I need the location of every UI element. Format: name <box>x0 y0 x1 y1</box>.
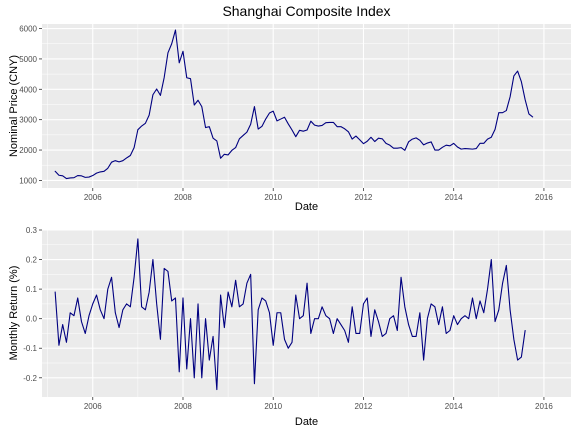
price-y-tick-label: 2000 <box>19 146 37 155</box>
return-y-tick-label: 0.2 <box>26 256 38 265</box>
return-x-tick-label: 2014 <box>445 402 463 411</box>
price-x-tick-label: 2008 <box>174 193 192 202</box>
price-y-tick-label: 1000 <box>19 176 37 185</box>
price-y-tick-label: 5000 <box>19 55 37 64</box>
price-chart: Shanghai Composite Index 1000 2000 3000 400… <box>8 3 571 213</box>
chart-title: Shanghai Composite Index <box>222 3 390 19</box>
return-y-tick-label: 0.0 <box>26 315 38 324</box>
price-y-ticks: 1000 2000 3000 4000 5000 6000 <box>19 25 42 185</box>
return-series-line <box>54 238 526 391</box>
return-x-ticks: 2006 2008 2010 2012 2014 2016 <box>84 397 553 411</box>
price-y-axis-title: Nominal Price (CNY) <box>8 55 20 157</box>
price-gridlines <box>42 24 571 188</box>
return-x-axis-title: Date <box>295 416 318 428</box>
return-y-ticks: -0.2 -0.1 0.0 0.1 0.2 0.3 <box>23 226 42 383</box>
return-x-tick-label: 2008 <box>174 402 192 411</box>
return-y-tick-label: 0.3 <box>26 226 38 235</box>
price-x-tick-label: 2014 <box>445 193 463 202</box>
return-chart: -0.2 -0.1 0.0 0.1 0.2 0.3 2006 2008 2010 2012 201… <box>8 226 571 428</box>
price-x-tick-label: 2010 <box>264 193 282 202</box>
return-y-tick-label: 0.1 <box>26 285 38 294</box>
price-panel <box>42 24 571 188</box>
price-x-tick-label: 2016 <box>535 193 553 202</box>
price-x-ticks: 2006 2008 2010 2012 2014 2016 <box>84 188 553 202</box>
price-y-tick-label: 6000 <box>19 25 37 34</box>
price-y-tick-label: 4000 <box>19 85 37 94</box>
price-x-axis-title: Date <box>295 201 318 213</box>
return-x-tick-label: 2012 <box>355 402 373 411</box>
return-y-tick-label: -0.2 <box>23 374 37 383</box>
return-y-tick-label: -0.1 <box>23 344 37 353</box>
return-x-tick-label: 2006 <box>84 402 102 411</box>
return-panel <box>42 230 571 397</box>
price-x-tick-label: 2012 <box>355 193 373 202</box>
price-y-tick-label: 3000 <box>19 116 37 125</box>
price-x-tick-label: 2006 <box>84 193 102 202</box>
return-y-axis-title: Monthly Return (%) <box>8 266 20 361</box>
return-x-tick-label: 2016 <box>535 402 553 411</box>
return-x-tick-label: 2010 <box>264 402 282 411</box>
price-series-line <box>54 29 534 180</box>
